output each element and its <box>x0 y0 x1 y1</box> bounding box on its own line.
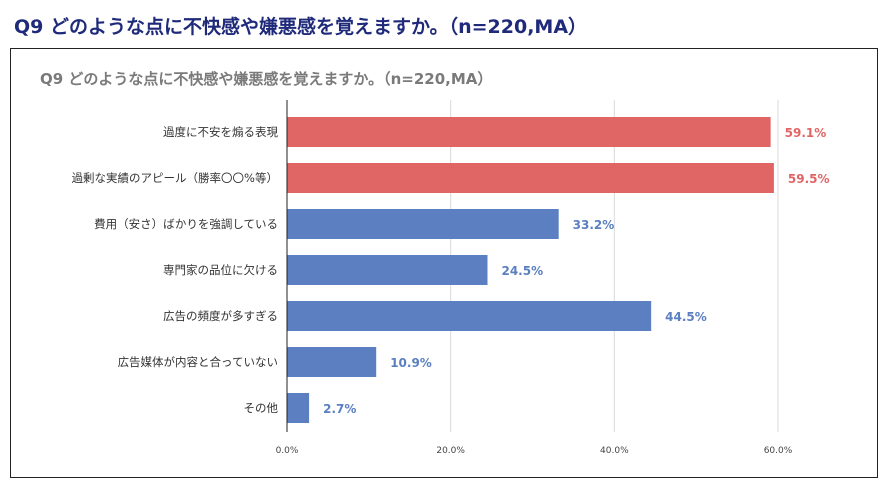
tick-label: 0.0% <box>276 446 299 456</box>
category-label: 専門家の品位に欠ける <box>163 263 278 277</box>
page-heading: Q9 どのような点に不快感や嫌悪感を覚えますか。（n=220,MA） <box>14 16 588 38</box>
data-label: 10.9% <box>390 356 432 370</box>
tick-label: 20.0% <box>436 446 465 456</box>
data-label: 33.2% <box>573 218 615 232</box>
category-label: 広告の頻度が多すぎる <box>163 309 278 323</box>
bar <box>287 209 559 239</box>
bar <box>287 117 771 147</box>
tick-label: 60.0% <box>764 446 793 456</box>
data-label: 59.1% <box>785 126 827 140</box>
bar <box>287 163 774 193</box>
bar <box>287 347 377 377</box>
data-label: 24.5% <box>501 264 543 278</box>
bar <box>287 393 310 423</box>
bar <box>287 301 652 331</box>
chart-frame <box>10 48 878 478</box>
tick-label: 40.0% <box>600 446 629 456</box>
category-label: 過剰な実績のアピール（勝率〇〇%等） <box>72 171 278 185</box>
category-label: 広告媒体が内容と合っていない <box>118 355 278 369</box>
data-label: 2.7% <box>323 402 356 416</box>
bar <box>287 255 488 285</box>
data-label: 59.5% <box>788 172 830 186</box>
data-label: 44.5% <box>665 310 707 324</box>
category-label: 費用（安さ）ばかりを強調している <box>94 217 278 231</box>
category-label: その他 <box>244 401 279 415</box>
chart-title: Q9 どのような点に不快感や嫌悪感を覚えますか。（n=220,MA） <box>40 70 493 88</box>
category-label: 過度に不安を煽る表現 <box>163 125 278 139</box>
